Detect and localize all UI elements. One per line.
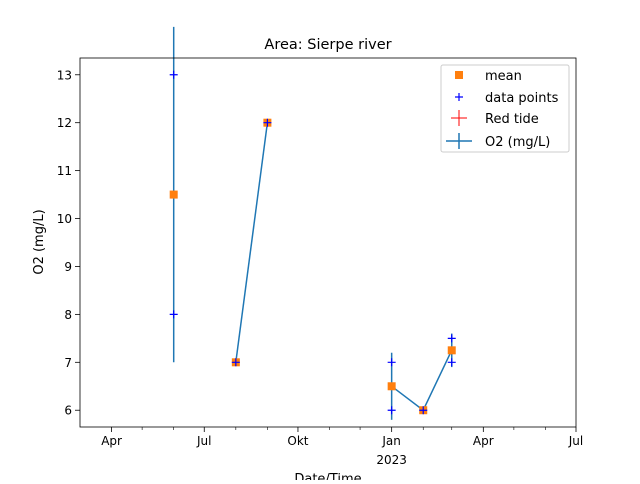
x-axis: Apr Jul Okt Jan 2023 Apr Jul [101,427,583,467]
data-point-2-0-0 [387,358,396,367]
y-tick-label-3: 9 [64,260,72,274]
mean-marker-2-2 [447,346,456,355]
data-point-2-2-0 [447,334,456,343]
x-tick-sublabel-3: 2023 [376,453,407,467]
legend-data-points-label: data points [485,91,559,106]
x-tick-label-0: Apr [101,434,122,448]
y-tick-label-5: 11 [57,164,72,178]
y-tick-label-4: 10 [57,212,72,226]
data-point-0-0-1 [169,310,178,319]
mean-marker-2-0 [387,382,396,391]
y-tick-label-0: 6 [64,404,72,418]
series-line-1 [235,122,269,363]
y-axis: 6 7 8 9 10 11 12 13 [57,68,80,418]
legend-data-points-marker [455,93,463,101]
data-point-2-2-1 [447,358,456,367]
y-tick-label-2: 8 [64,308,72,322]
y-tick-label-6: 12 [57,116,72,130]
y-tick-label-1: 7 [64,356,72,370]
legend-mean-marker [455,71,463,79]
data-point-1-0-0 [231,358,240,367]
x-tick-label-2: Okt [287,434,308,448]
legend-frame [440,64,570,153]
legend-red-tide-marker [451,110,467,126]
x-tick-label-1: Jul [196,434,211,448]
x-tick-label-4: Apr [473,434,494,448]
legend-o2-marker [446,133,472,149]
legend-o2-label: O2 (mg/L) [485,135,550,150]
x-tick-label-3: Jan [381,434,401,448]
chart-title: Area: Sierpe river [264,37,391,53]
y-tick-label-7: 13 [57,68,72,82]
data-point-2-1-0 [419,406,428,415]
legend: mean data points Red tide O2 (mg/L) [440,64,570,153]
plot-area-frame [79,57,577,428]
x-axis-label: Date/Time [294,472,361,480]
y-axis-label: O2 (mg/L) [32,209,47,274]
data-point-0-0-0 [169,70,178,79]
legend-mean-label: mean [485,69,522,84]
data-point-1-1-0 [263,118,272,127]
data-point-2-0-1 [387,406,396,415]
mean-marker-0-0 [169,190,178,199]
plot-marks [169,26,456,420]
legend-red-tide-label: Red tide [485,112,539,127]
x-tick-label-5: Jul [568,434,583,448]
